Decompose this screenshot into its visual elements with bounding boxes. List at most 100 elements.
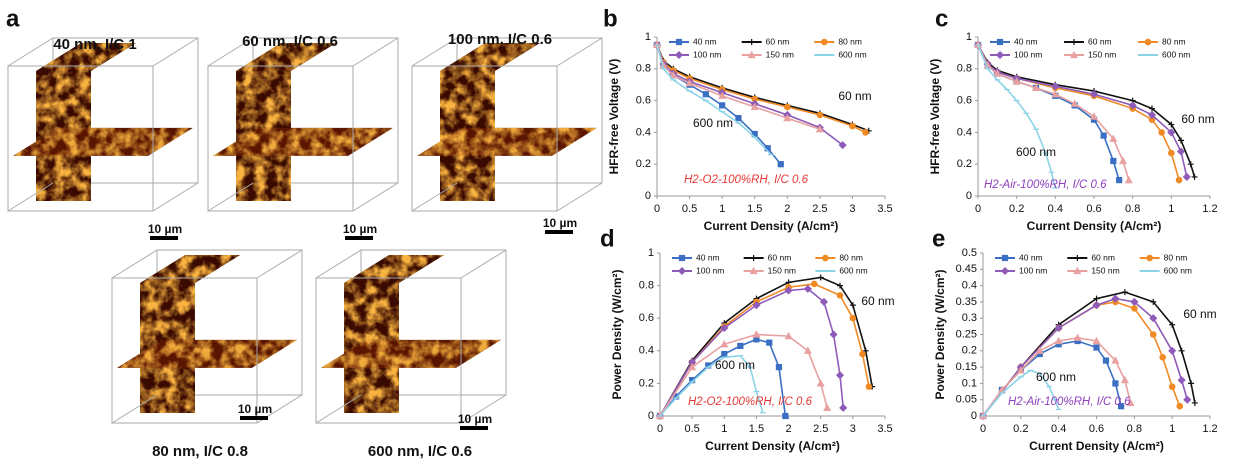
marker [839,403,848,412]
marker [1102,357,1110,364]
marker [1177,376,1186,385]
marker [1111,356,1120,364]
x-tick-label: 0 [654,203,660,215]
cube-edge [111,249,158,279]
slice [321,339,501,368]
y-tick-label: 0.4 [962,280,977,292]
marker [718,91,727,99]
series-line [659,333,828,417]
slice [417,127,597,156]
y-axis-label: HFR-free Voltage (V) [607,59,621,175]
marker [702,91,709,98]
condition-label: H2-Air-100%RH, I/C 0.6 [1008,396,1131,408]
marker [719,102,726,109]
y-tick-label: 0.15 [956,361,977,373]
legend-label: 100 nm [696,265,724,275]
marker [803,284,812,293]
legend-marker [748,39,755,45]
legend-marker [675,38,683,46]
x-tick-label: 1.5 [747,203,762,215]
legend-label: 60 nm [1091,252,1115,262]
marker [1188,380,1195,387]
marker [1121,289,1128,296]
annotation: 60 nm [1181,112,1214,126]
series-line [977,44,1057,189]
condition-label: H2-O2-100%RH, I/C 0.6 [688,396,813,408]
legend-label: 80 nm [1164,252,1188,262]
marker [1118,156,1128,165]
annotation: 600 nm [715,358,755,372]
legend-label: 40 nm [696,252,720,262]
x-axis-label: Current Density (A/cm²) [1027,219,1162,233]
marker [1012,77,1021,85]
y-tick-label: 0.8 [957,63,972,75]
marker [783,113,792,122]
x-tick-label: 1 [719,203,725,215]
marker [1035,346,1044,354]
marker [1070,99,1079,107]
legend-marker [1001,254,1009,262]
legend-label: 150 nm [1088,49,1116,59]
x-tick-label: 0.5 [682,203,697,215]
panel-label: d [600,225,615,252]
marker [1016,366,1025,374]
marker [775,364,783,371]
y-tick-label: 0.2 [636,158,651,170]
legend-marker [996,38,1004,46]
legend-label: 100 nm [1014,49,1042,59]
series-line [982,369,1060,417]
series-line [977,44,1196,178]
cube-edge [460,249,507,279]
x-tick-label: 1.2 [1202,203,1217,215]
legend-label: 600 nm [1164,265,1192,275]
marker [1147,110,1157,119]
marker [752,301,761,310]
x-tick-label: 2.5 [812,203,827,215]
legend-marker [995,50,1005,60]
x-tick-label: 0.8 [1127,423,1142,435]
slice [140,255,240,413]
x-tick-label: 3 [850,423,856,435]
legend-label: 600 nm [839,265,867,275]
legend-marker [1071,39,1077,45]
marker [1158,129,1165,136]
y-tick-label: 0 [648,410,654,422]
legend-marker [822,254,829,262]
marker [1183,395,1192,404]
x-tick-label: 0 [657,423,663,435]
y-tick-label: 0.5 [962,247,977,259]
y-tick-label: 0.35 [956,296,977,308]
x-tick-label: 2.5 [813,423,828,435]
marker [859,350,866,358]
marker [816,379,825,387]
marker [1120,375,1129,384]
series-line [656,44,870,132]
y-tick-label: 0.6 [636,95,651,107]
marker [720,323,729,333]
image-title: 600 nm, I/C 0.6 [368,443,472,460]
marker [838,141,847,150]
x-tick-label: 2 [784,203,790,215]
legend-marker [678,254,686,262]
legend-label: 150 nm [766,49,794,59]
marker [823,403,832,411]
condition-label: H2-Air-100%RH, I/C 0.6 [984,179,1107,191]
marker [1176,147,1186,156]
series-line [977,44,1130,181]
series-line [982,291,1196,417]
marker [1093,344,1100,351]
series-line [659,338,787,417]
legend-label: 600 nm [838,49,866,59]
legend-marker [1069,50,1079,59]
scale-label: 10 µm [343,222,377,236]
cube-edge [315,394,362,424]
marker [1149,105,1155,112]
rendering [315,249,507,424]
marker [688,362,697,371]
marker [862,347,869,354]
image-title: 40 nm, I/C 1 [53,36,136,53]
y-tick-label: 1 [966,31,972,43]
marker [1168,383,1176,390]
marker [803,346,812,354]
marker [669,70,678,79]
